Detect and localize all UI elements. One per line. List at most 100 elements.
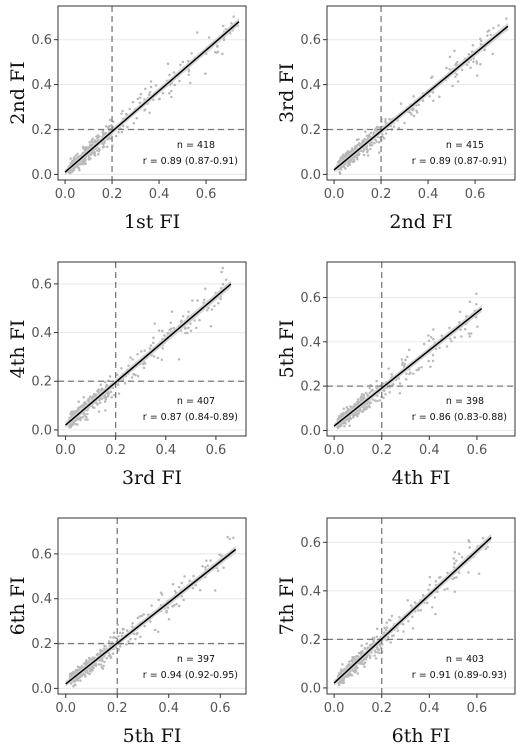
y-axis-title: 4th FI (7, 320, 29, 379)
data-point (378, 399, 382, 402)
plot-area (58, 518, 246, 694)
data-point (350, 406, 353, 409)
plot-area (327, 262, 515, 436)
data-point (103, 660, 106, 664)
data-point (90, 665, 94, 669)
x-tick-label: 0.4 (418, 187, 439, 202)
data-point (95, 393, 98, 396)
data-point (427, 588, 430, 591)
data-point (157, 329, 161, 332)
correlation-label: r = 0.86 (0.83-0.88) (412, 412, 507, 423)
data-point (213, 304, 216, 308)
data-point (138, 96, 142, 100)
data-point (387, 367, 390, 370)
data-point (154, 84, 158, 87)
data-point (91, 137, 94, 141)
data-point (371, 398, 375, 401)
data-point (143, 349, 146, 352)
correlation-label: r = 0.94 (0.92-0.95) (143, 670, 238, 681)
data-point (120, 130, 124, 134)
data-point (168, 73, 171, 77)
data-point (184, 327, 187, 330)
data-point (408, 372, 411, 376)
data-point (405, 372, 408, 375)
data-point (104, 380, 107, 384)
y-axis-title: 6th FI (7, 577, 29, 636)
scatter-panel-4: 0.0 0.2 0.4 0.6 0.0 0.2 0.4 0.6 4th FI 5th FI n = … (276, 261, 516, 489)
data-point (434, 579, 438, 583)
data-point (109, 655, 113, 659)
data-point (487, 29, 491, 32)
data-point (361, 650, 364, 653)
data-point (160, 593, 164, 596)
data-point (109, 390, 113, 394)
data-point (97, 390, 100, 394)
correlation-label: r = 0.87 (0.84-0.89) (143, 412, 238, 423)
x-axis-title: 3rd FI (122, 467, 182, 489)
data-point (72, 680, 76, 683)
data-point (74, 419, 77, 423)
y-tick-label: 0.0 (300, 424, 321, 439)
data-point (446, 587, 449, 591)
data-point (103, 141, 106, 145)
data-point (349, 672, 352, 676)
data-point (103, 400, 107, 404)
data-point (95, 402, 99, 405)
data-point (117, 635, 120, 638)
data-point (390, 614, 394, 618)
data-point (453, 49, 456, 53)
data-point (148, 90, 152, 94)
data-point (400, 358, 404, 361)
data-point (69, 682, 73, 685)
data-point (210, 308, 214, 311)
data-point (383, 626, 386, 629)
data-point (338, 159, 341, 163)
data-point (221, 24, 225, 28)
panel-border (326, 517, 516, 695)
data-point (104, 125, 108, 128)
data-point (161, 91, 165, 95)
data-point (153, 322, 156, 325)
data-point (402, 364, 406, 368)
data-point (356, 143, 360, 147)
data-point (87, 656, 91, 660)
data-point (369, 131, 373, 135)
data-point (150, 604, 153, 607)
correlation-label: r = 0.91 (0.89-0.93) (412, 670, 507, 681)
data-point (463, 328, 467, 331)
data-point (340, 668, 343, 671)
data-point (180, 581, 183, 585)
data-point (68, 172, 72, 175)
data-point (147, 93, 151, 96)
data-point (362, 153, 366, 157)
data-point (344, 167, 347, 170)
data-point (204, 287, 207, 291)
data-point (107, 640, 111, 643)
scatter-panel-1: 0.0 0.2 0.4 0.6 0.0 0.2 0.4 0.6 1st FI 2nd FI n = … (7, 5, 247, 233)
data-point (361, 139, 364, 143)
data-point (96, 149, 99, 152)
data-point (368, 391, 372, 394)
data-point (104, 398, 108, 401)
data-point (207, 36, 211, 39)
data-point (476, 325, 479, 328)
data-point (93, 151, 96, 155)
data-point (153, 628, 157, 632)
y-tick-label: 0.4 (31, 78, 52, 93)
data-point (96, 134, 100, 137)
data-point (195, 326, 198, 330)
data-point (69, 424, 73, 428)
data-point (152, 341, 155, 345)
data-point (455, 73, 459, 76)
data-point (372, 131, 376, 134)
data-point (412, 372, 415, 376)
data-point (124, 112, 128, 116)
data-point (79, 416, 82, 420)
data-point (172, 71, 176, 74)
data-point (465, 314, 468, 318)
data-point (173, 83, 177, 87)
data-point (403, 121, 406, 125)
y-tick-label: 0.0 (31, 682, 52, 697)
data-point (475, 60, 478, 63)
data-point (353, 655, 356, 659)
